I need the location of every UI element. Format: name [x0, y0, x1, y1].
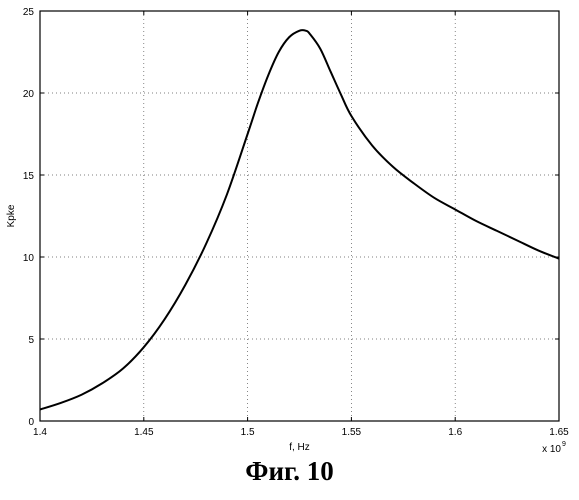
axis-ticks: 1.4 1.45 1.5 1.55 1.6 1.65 0 5 10 15 20 25 — [23, 7, 569, 438]
y-tick-label: 0 — [28, 417, 34, 428]
y-tick-label: 10 — [23, 253, 35, 264]
x-tick-label: 1.5 — [241, 427, 255, 438]
plot-frame — [40, 11, 559, 421]
x-tick-label: 1.6 — [448, 427, 462, 438]
y-tick-label: 20 — [23, 89, 35, 100]
x-tick-label: 1.45 — [134, 427, 154, 438]
x-axis-exponent-power: 9 — [562, 441, 566, 448]
x-axis-exponent: x 10 — [542, 444, 561, 455]
y-tick-label: 15 — [23, 171, 35, 182]
x-tick-label: 1.4 — [33, 427, 47, 438]
x-axis-label: f, Hz — [289, 442, 310, 453]
y-axis-label: Kpke — [6, 204, 17, 227]
figure-caption: Фиг. 10 — [0, 456, 579, 487]
y-tick-label: 25 — [23, 7, 35, 18]
series-line — [40, 30, 559, 409]
x-tick-label: 1.55 — [342, 427, 362, 438]
line-chart: 1.4 1.45 1.5 1.55 1.6 1.65 0 5 10 15 20 25 f, Hz Kp… — [0, 0, 579, 456]
grid — [40, 11, 559, 421]
y-tick-label: 5 — [28, 335, 34, 346]
x-tick-label: 1.65 — [549, 427, 569, 438]
